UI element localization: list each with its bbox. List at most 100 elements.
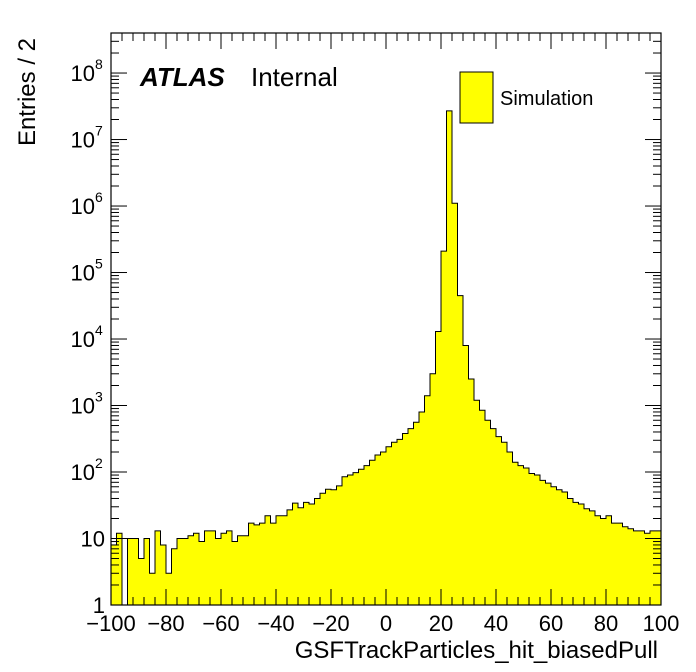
histogram-bar: [639, 530, 645, 605]
axis-ticks: [110, 32, 662, 606]
histogram-bar: [232, 541, 238, 605]
histogram-bar: [474, 400, 480, 605]
histogram-bar: [622, 526, 628, 605]
histogram-bar: [116, 533, 122, 605]
x-tick-label: 60: [539, 611, 563, 636]
histogram-bar: [226, 530, 232, 605]
histogram-bar: [138, 558, 144, 605]
histogram-bar: [364, 465, 370, 605]
histogram-bar: [215, 538, 221, 605]
histogram-bar: [160, 544, 166, 605]
histogram-bar: [479, 410, 485, 605]
histogram-bar: [270, 523, 276, 605]
histogram-bar: [628, 528, 634, 605]
histogram-bar: [292, 503, 298, 605]
histogram-bar: [446, 110, 452, 606]
histogram-bar: [534, 475, 540, 605]
histogram-bar: [518, 465, 524, 605]
histogram-bar: [347, 475, 353, 605]
histogram-bar: [523, 467, 529, 605]
atlas-label: ATLAS: [139, 62, 225, 92]
histogram-bar: [199, 541, 205, 605]
histogram-bar: [644, 533, 650, 605]
histogram-bar: [144, 538, 150, 605]
histogram-bar: [650, 530, 656, 605]
histogram-bar: [298, 507, 304, 605]
histogram-bar: [452, 203, 458, 605]
y-tick-label: 1: [93, 593, 105, 618]
histogram-bar: [633, 530, 639, 605]
histogram-bar: [540, 480, 546, 605]
y-tick-label-exponent: 3: [95, 389, 103, 405]
histogram-bar: [177, 538, 183, 605]
histogram-bar: [386, 446, 392, 605]
x-tick-label: 20: [429, 611, 453, 636]
internal-label: Internal: [251, 62, 338, 92]
histogram-bar: [331, 489, 337, 605]
histogram-bar: [237, 535, 243, 605]
histogram-bar: [391, 442, 397, 605]
histogram-bar: [397, 439, 403, 605]
histogram-bar: [171, 548, 177, 605]
x-tick-label: 100: [643, 611, 680, 636]
y-tick-label: 10: [71, 327, 95, 352]
histogram-bar: [402, 433, 408, 605]
histogram-bar: [210, 530, 216, 605]
histogram-bar: [600, 518, 606, 605]
histogram-bar: [248, 523, 254, 605]
histogram-bar: [281, 515, 287, 605]
x-tick-label: 40: [484, 611, 508, 636]
legend-swatch: [459, 71, 494, 124]
y-tick-label: 10: [71, 128, 95, 153]
histogram-bar: [551, 486, 557, 605]
histogram-bar: [287, 509, 293, 605]
histogram-bars: [110, 110, 662, 606]
y-tick-label: 10: [81, 527, 105, 552]
histogram-bar: [507, 451, 513, 605]
histogram-bar: [193, 533, 199, 605]
histogram-bar: [589, 510, 595, 605]
histogram-bar: [375, 455, 381, 605]
x-tick-label: −20: [312, 611, 349, 636]
histogram-bar: [413, 422, 419, 605]
x-tick-label: −80: [147, 611, 184, 636]
y-tick-label: 10: [71, 261, 95, 286]
histogram-bar: [369, 460, 375, 605]
y-tick-label-exponent: 7: [95, 123, 103, 139]
histogram-bar: [424, 395, 430, 605]
histogram-bar: [336, 485, 342, 605]
histogram-bar: [617, 523, 623, 605]
histogram-bar: [408, 428, 414, 605]
histogram-bar: [127, 538, 133, 605]
x-axis-title: GSFTrackParticles_hit_biasedPull: [295, 637, 658, 664]
histogram-bar: [254, 524, 260, 605]
histogram-bar: [309, 504, 315, 605]
histogram-bar: [606, 515, 612, 605]
histogram-bar: [584, 508, 590, 605]
histogram-bar: [512, 462, 518, 605]
histogram-outline: [110, 110, 662, 606]
x-tick-label: 0: [380, 611, 392, 636]
histogram-bar: [595, 515, 601, 605]
histogram-bar: [419, 411, 425, 605]
histogram-bar: [468, 379, 474, 605]
histogram-bar: [111, 544, 117, 605]
histogram-bar: [149, 573, 155, 605]
histogram-bar: [485, 420, 491, 605]
histogram-bar: [155, 530, 161, 605]
histogram-bar: [430, 373, 436, 605]
y-axis-title: Entries / 2: [14, 38, 41, 146]
histogram-bar: [265, 515, 271, 605]
y-tick-label: 10: [71, 460, 95, 485]
histogram-bar: [166, 573, 172, 605]
histogram-bar: [325, 489, 331, 605]
histogram-bar: [556, 489, 562, 605]
histogram-bar: [353, 472, 359, 605]
histogram-bar: [496, 436, 502, 605]
y-tick-label-exponent: 5: [95, 256, 103, 272]
histogram-bar: [562, 492, 568, 605]
legend-entry-simulation: Simulation: [500, 88, 593, 110]
y-tick-label-exponent: 2: [95, 455, 103, 471]
x-tick-labels: −100 −80 −60 −40 −20 0 20 40 60 80 100: [86, 611, 679, 636]
